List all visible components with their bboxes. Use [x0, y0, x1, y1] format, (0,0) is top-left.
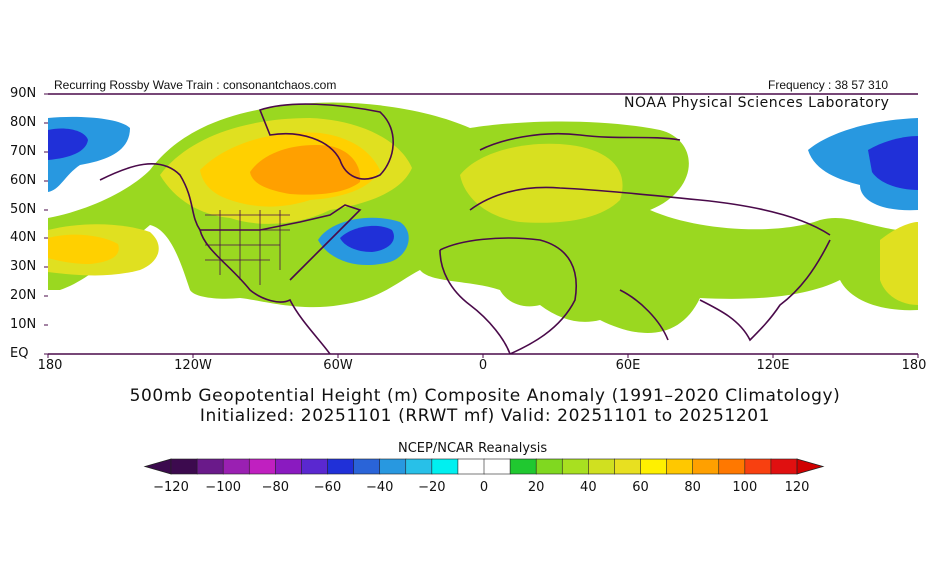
colorbar-swatch	[614, 458, 642, 475]
colorbar-swatch	[666, 458, 694, 475]
colorbar-tick-label: −60	[313, 480, 342, 495]
eu-anomaly-40	[460, 143, 623, 223]
lat-label: EQ	[10, 346, 29, 361]
colorbar-low-arrow	[143, 458, 172, 475]
lat-label: 70N	[10, 144, 37, 159]
header-frequency-text: Frequency : 38 57 310	[768, 78, 889, 92]
lon-ticks	[47, 354, 919, 358]
lat-label: 60N	[10, 173, 37, 188]
colorbar-tick-label: 0	[479, 480, 489, 495]
anomaly-field	[48, 102, 918, 354]
colorbar-tick-label: 20	[527, 480, 545, 495]
header-source-text: Recurring Rossby Wave Train : consonantc…	[54, 78, 337, 92]
colorbar-swatch	[379, 458, 407, 475]
colorbar-tick-label: 80	[684, 480, 701, 495]
coastlines	[99, 103, 831, 354]
lon-label: 0	[478, 358, 488, 373]
lat-label: 80N	[10, 115, 37, 130]
colorbar-swatch	[744, 458, 772, 475]
nepac-negative-core	[868, 136, 918, 190]
nwpac-negative-core	[48, 128, 88, 160]
lon-label: 180	[901, 358, 927, 373]
na-anomaly-80	[250, 145, 361, 195]
colorbar-swatch	[275, 458, 303, 475]
lon-label: 180	[37, 358, 63, 373]
lat-label: 10N	[10, 317, 37, 332]
colorbar-tick-label: 100	[732, 480, 758, 495]
colorbar-tick-label: −120	[153, 480, 189, 495]
atl-negative-core	[340, 225, 394, 252]
lat-label: 50N	[10, 202, 37, 217]
colorbar-swatch	[248, 458, 276, 475]
lat-label: 40N	[10, 230, 37, 245]
colorbar-swatch	[509, 458, 537, 475]
colorbar-title: NCEP/NCAR Reanalysis	[398, 441, 548, 456]
colorbar-swatch	[640, 458, 668, 475]
wpac-anomaly-60	[48, 234, 119, 264]
lat-label: 30N	[10, 259, 37, 274]
colorbar-swatch	[718, 458, 746, 475]
colorbar-tick-label: 60	[632, 480, 649, 495]
lon-label: 60W	[323, 358, 353, 373]
colorbar-swatch	[222, 458, 250, 475]
colorbar-swatch	[483, 458, 511, 475]
colorbar-swatch	[561, 458, 589, 475]
lon-label: 120W	[174, 358, 212, 373]
colorbar-tick-label: −40	[365, 480, 394, 495]
colorbar-high-arrow	[796, 458, 825, 475]
colorbar-swatch	[535, 458, 563, 475]
colorbar-tick-label: 120	[784, 480, 810, 495]
title-line-2: Initialized: 20251101 (RRWT mf) Valid: 2…	[199, 406, 771, 426]
colorbar-swatch	[770, 458, 798, 475]
lon-label: 120E	[756, 358, 790, 373]
colorbar-swatch	[196, 458, 224, 475]
lab-name-label: NOAA Physical Sciences Laboratory	[624, 95, 890, 111]
colorbar-tick-label: −20	[418, 480, 446, 495]
colorbar-swatch	[457, 458, 485, 475]
lat-label: 20N	[10, 288, 37, 303]
colorbar-swatch	[431, 458, 459, 475]
colorbar-tick-label: −80	[261, 480, 290, 495]
lon-label: 60E	[615, 358, 641, 373]
title-line-1: 500mb Geopotential Height (m) Composite …	[129, 386, 841, 406]
colorbar-swatch	[353, 458, 381, 475]
state-borders	[205, 210, 290, 285]
colorbar-swatch	[327, 458, 355, 475]
colorbar-swatch	[692, 458, 720, 475]
colorbar-swatch	[588, 458, 616, 475]
lat-ticks	[44, 93, 48, 355]
colorbar-tick-label: −100	[205, 480, 242, 495]
colorbar-swatch	[405, 458, 433, 475]
epac-anomaly-40	[880, 222, 918, 305]
colorbar-swatch	[301, 458, 329, 475]
colorbar	[143, 458, 825, 475]
lat-label: 90N	[10, 86, 37, 101]
colorbar-tick-label: 40	[580, 480, 597, 495]
colorbar-swatch	[170, 458, 198, 475]
